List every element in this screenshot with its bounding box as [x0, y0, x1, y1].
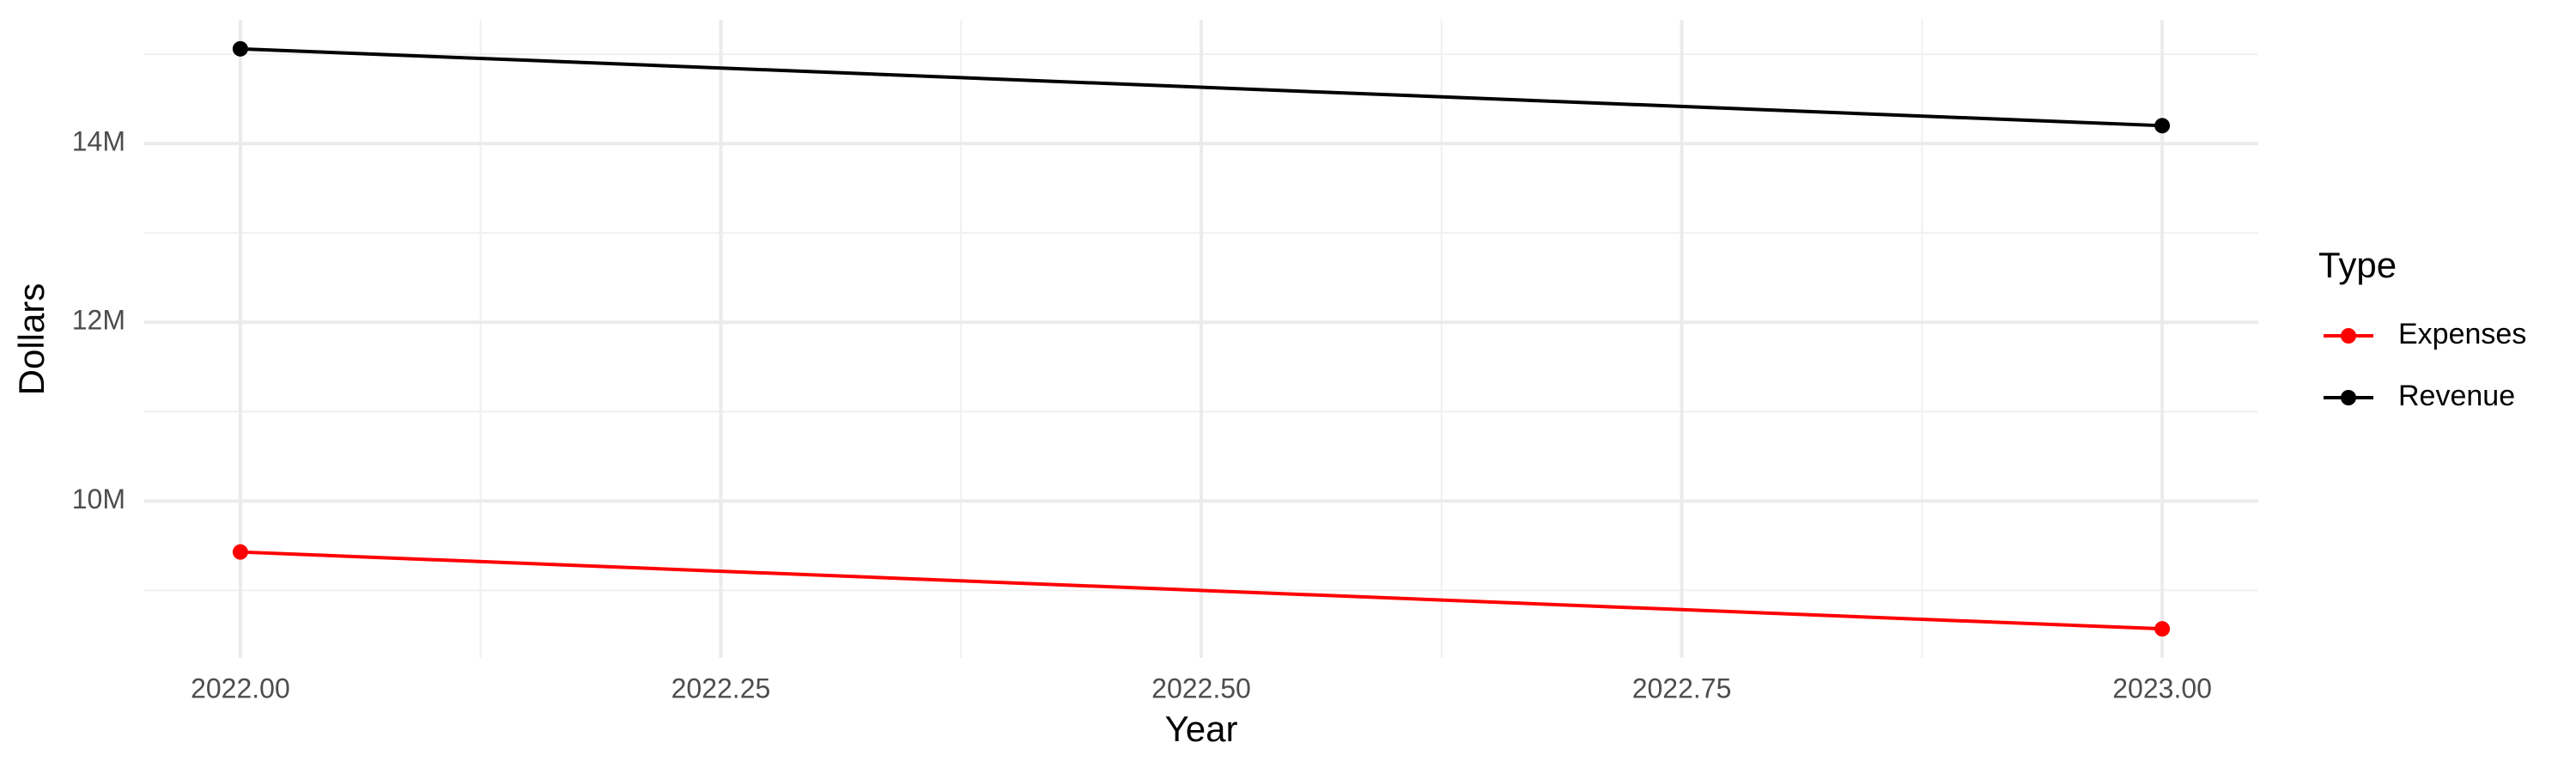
data-point	[232, 544, 248, 560]
data-point	[2154, 621, 2171, 637]
y-tick-label: 14M	[72, 126, 125, 157]
legend-key-point	[2341, 390, 2356, 405]
x-tick-label: 2022.50	[1151, 673, 1251, 703]
y-tick-label: 12M	[72, 305, 125, 336]
legend-key-point	[2341, 328, 2356, 344]
data-point	[232, 40, 248, 57]
x-tick-label: 2023.00	[2112, 673, 2212, 703]
x-tick-label: 2022.00	[191, 673, 290, 703]
legend-title: Type	[2318, 245, 2397, 285]
x-tick-label: 2022.25	[671, 673, 771, 703]
x-axis-title: Year	[1165, 709, 1238, 749]
y-axis-title: Dollars	[11, 283, 52, 396]
x-tick-label: 2022.75	[1632, 673, 1732, 703]
series-line	[240, 46, 2163, 128]
y-tick-label: 10M	[72, 484, 125, 514]
legend-label: Expenses	[2398, 318, 2526, 350]
series-line	[240, 550, 2163, 631]
data-point	[2154, 118, 2171, 134]
legend-label: Revenue	[2398, 380, 2515, 412]
